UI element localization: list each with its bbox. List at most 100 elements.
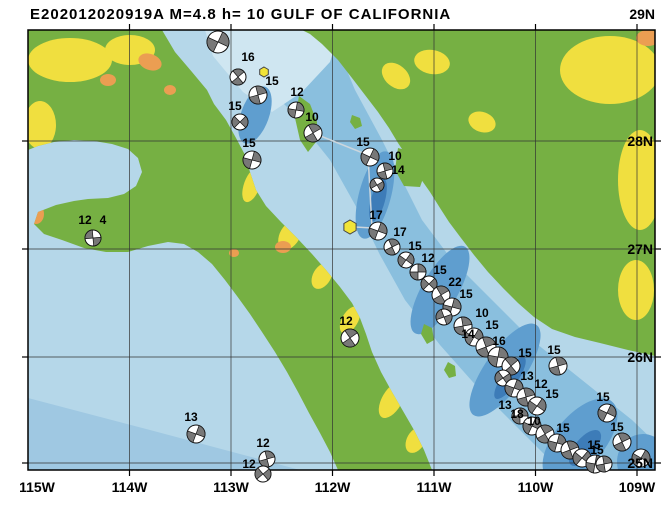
focal-mechanism-beachball-icon	[242, 150, 262, 170]
focal-mechanism-beachball-icon	[84, 229, 102, 247]
depth-label: 12	[421, 251, 435, 265]
focal-mechanism-beachball-icon	[248, 85, 268, 105]
island	[444, 362, 456, 378]
grid-layer	[28, 30, 655, 470]
event-hexagon-icon	[343, 219, 357, 235]
depth-label: 15	[433, 263, 447, 277]
focal-mechanism-beachball-icon	[360, 147, 380, 167]
lon-label: 112W	[315, 479, 352, 495]
focal-mechanism-beachball-icon	[340, 328, 360, 348]
depth-label: 15	[356, 135, 370, 149]
depth-label: 12	[290, 85, 304, 99]
focal-mechanism-beachball-icon	[631, 448, 651, 468]
depth-label: 15	[610, 420, 624, 434]
depth-label: 22	[448, 275, 462, 289]
depth-label: 15	[408, 239, 422, 253]
depth-label: 10	[305, 110, 319, 124]
focal-mechanism-beachball-icon	[383, 238, 401, 256]
lon-label: 111W	[416, 479, 452, 495]
arid-patch	[636, 30, 655, 46]
geography-layer	[28, 30, 655, 470]
focal-mechanism-beachball-icon	[475, 336, 497, 358]
plot-title: E202012020919A M=4.8 h= 10 GULF OF CALIF…	[30, 6, 451, 23]
depth-label: 15	[547, 343, 561, 357]
pacific-deep-water	[28, 398, 300, 470]
focal-mechanism-beachball-icon	[229, 68, 247, 86]
depth-label: 12	[78, 213, 92, 227]
focal-mechanism-beachball-icon	[431, 285, 451, 305]
depth-label: 16	[241, 50, 255, 64]
highland-patch	[414, 49, 450, 75]
label-layer: 115W 114W 113W 112W 111W 110W 109W 28N 27N 26N 25N…	[19, 50, 656, 495]
highland-patch	[28, 101, 56, 149]
focal-mechanism-beachball-icon	[527, 396, 547, 416]
lon-label: 115W	[19, 479, 56, 495]
focal-mechanism-beachball-icon	[369, 177, 385, 193]
focal-mechanism-beachball-icon	[548, 356, 568, 376]
lon-label: 110W	[518, 479, 555, 495]
depth-label: 16	[492, 334, 506, 348]
depth-label: 14	[461, 327, 475, 341]
land-mainland-mexico	[302, 30, 655, 356]
lat-label: 26N	[627, 349, 653, 365]
highland-patch	[381, 62, 411, 90]
depth-label: 15	[590, 443, 604, 457]
lat-label: 28N	[627, 133, 653, 149]
highland-patch	[28, 38, 112, 82]
depth-label: 15	[228, 99, 242, 113]
focal-mechanism-beachball-icon	[397, 251, 415, 269]
depth-label: 10	[475, 306, 489, 320]
arid-patch	[229, 249, 239, 257]
highland-patch	[618, 260, 654, 320]
arid-patch	[275, 241, 291, 253]
island	[421, 324, 434, 344]
focal-mechanism-beachball-icon	[612, 432, 632, 452]
island	[395, 148, 426, 187]
lon-label: 109W	[619, 479, 656, 495]
depth-label: 15	[587, 438, 601, 452]
depth-label: 15	[518, 346, 532, 360]
focal-mechanism-beachball-icon	[595, 455, 613, 473]
depth-label: 13	[498, 398, 512, 412]
lat-label: 25N	[627, 455, 653, 471]
focal-mechanism-beachball-icon	[254, 465, 272, 483]
depth-label: 12	[339, 314, 353, 328]
depth-label: 15	[596, 390, 610, 404]
depth-label: 15	[556, 421, 570, 435]
depth-label: 15	[265, 74, 279, 88]
arid-patch	[100, 74, 116, 86]
highland-patch	[618, 130, 655, 230]
focal-mechanism-beachball-icon	[231, 113, 249, 131]
map-frame	[27, 29, 656, 471]
land-baja-california	[28, 30, 432, 470]
lat-label-top: 29N	[629, 6, 655, 22]
depth-label: 18	[510, 407, 524, 421]
depth-label: 10	[388, 149, 402, 163]
depth-label: 14	[391, 163, 405, 177]
focal-mechanism-beachball-icon	[206, 30, 230, 54]
focal-mechanism-beachball-icon	[597, 403, 617, 423]
highland-patch	[560, 36, 655, 104]
focal-mechanism-beachball-icon	[186, 424, 206, 444]
lat-label: 27N	[627, 241, 653, 257]
depth-label: 12	[534, 377, 548, 391]
lon-label: 114W	[112, 479, 149, 495]
epicenter-offset-line	[312, 132, 373, 229]
highland-patch	[468, 111, 496, 133]
focal-mechanism-beachball-icon	[368, 221, 388, 241]
focal-mechanism-beachball-icon	[435, 308, 453, 326]
depth-label: 12	[256, 436, 270, 450]
focal-mechanism-beachball-icon	[303, 123, 323, 143]
depth-label: 10	[527, 414, 541, 428]
depth-label: 17	[393, 225, 407, 239]
event-hexagon-icon	[259, 66, 269, 78]
frame-layer	[22, 24, 661, 476]
shallow-water	[205, 30, 340, 112]
depth-label: 13	[184, 410, 198, 424]
focal-mechanism-beachball-icon	[511, 407, 529, 425]
depth-label: 15	[545, 387, 559, 401]
symbol-layer	[84, 30, 651, 483]
depth-label: 17	[369, 208, 383, 222]
